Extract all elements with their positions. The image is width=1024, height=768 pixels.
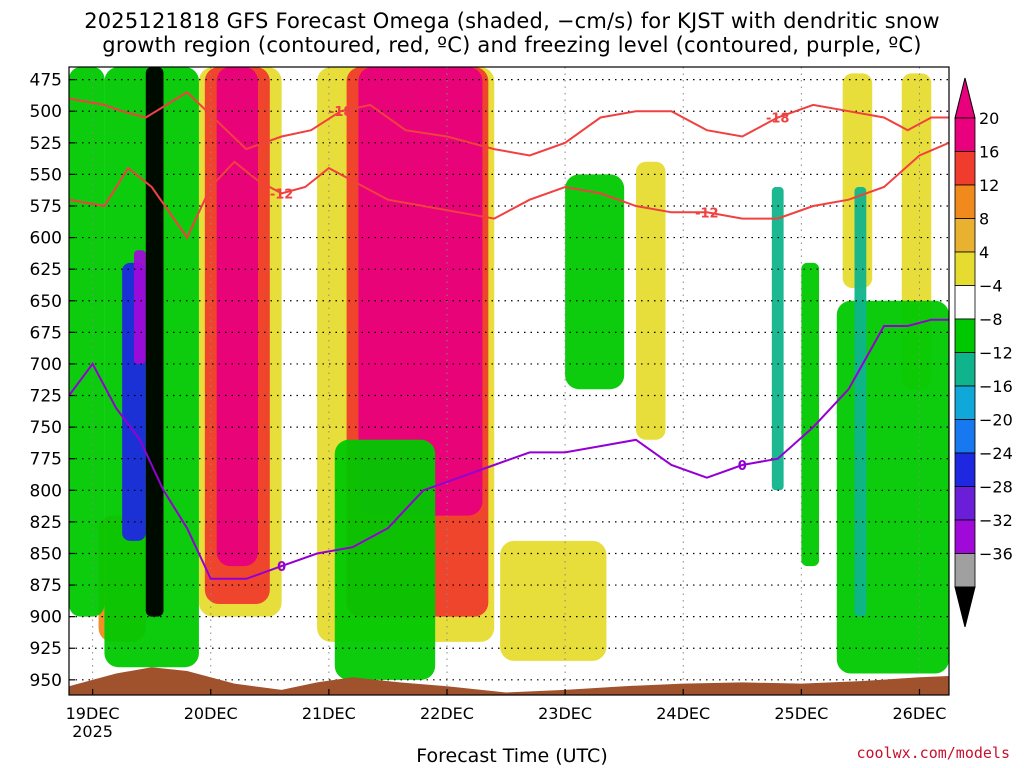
colorbar-label-10: −24: [979, 444, 1013, 463]
plot-frame: [68, 66, 950, 696]
omega-region-2: [216, 67, 258, 567]
y-tick-label-600: 600: [30, 229, 62, 249]
contour-line-1: [69, 141, 949, 240]
colorbar-swatch-11: [954, 486, 976, 521]
omega-region-21: [145, 67, 164, 617]
y-tick-label-575: 575: [30, 197, 62, 217]
omega-region-5: [358, 67, 483, 516]
y-tick-label-650: 650: [30, 292, 62, 312]
omega-region-16: [836, 300, 949, 674]
colorbar-label-11: −28: [979, 478, 1013, 497]
colorbar-swatch-8: [954, 385, 976, 420]
x-tick-label-21DEC: 21DEC: [302, 704, 356, 723]
colorbar-swatch-9: [954, 419, 976, 454]
x-tick-label-26DEC: 26DEC: [892, 704, 946, 723]
y-tick-label-550: 550: [30, 165, 62, 185]
x-tick-label-20DEC: 20DEC: [184, 704, 238, 723]
contour-label-0-1: -18: [766, 112, 790, 127]
colorbar-swatch-13: [954, 553, 976, 588]
x-tick-sublabel-19DEC: 2025: [72, 722, 113, 741]
y-tick-label-825: 825: [30, 513, 62, 533]
colorbar-label-7: −12: [979, 344, 1013, 363]
x-tick-label-22DEC: 22DEC: [420, 704, 474, 723]
y-tick-label-900: 900: [30, 608, 62, 628]
colorbar-label-2: 12: [979, 176, 999, 195]
colorbar-label-0: 20: [979, 109, 999, 128]
x-tick-label-25DEC: 25DEC: [774, 704, 828, 723]
colorbar-swatch-0: [954, 117, 976, 152]
colorbar-label-5: −4: [979, 277, 1003, 296]
omega-region-20: [133, 250, 146, 364]
colorbar-swatch-3: [954, 218, 976, 253]
omega-region-18: [854, 187, 867, 617]
x-tick-label-19DEC: 19DEC: [66, 704, 120, 723]
y-tick-label-475: 475: [30, 71, 62, 91]
contour-label-2-0: 0: [277, 560, 286, 575]
y-tick-label-725: 725: [30, 387, 62, 407]
colorbar-label-12: −32: [979, 511, 1013, 530]
colorbar-swatch-7: [954, 352, 976, 387]
y-tick-label-525: 525: [30, 134, 62, 154]
colorbar-label-6: −8: [979, 310, 1003, 329]
x-tick-label-24DEC: 24DEC: [656, 704, 710, 723]
colorbar-swatch-12: [954, 519, 976, 554]
y-tick-label-875: 875: [30, 576, 62, 596]
colorbar-swatch-1: [954, 151, 976, 186]
omega-region-13: [334, 439, 436, 680]
omega-region-8: [635, 161, 666, 440]
y-tick-label-750: 750: [30, 418, 62, 438]
contour-line-0: [69, 91, 949, 157]
colorbar-label-8: −16: [979, 377, 1013, 396]
colorbar-swatch-10: [954, 452, 976, 487]
colorbar-label-4: 4: [979, 243, 989, 262]
colorbar-bottom-arrow: [954, 586, 976, 628]
y-tick-label-850: 850: [30, 544, 62, 564]
colorbar-label-9: −20: [979, 411, 1013, 430]
contour-line-2: [69, 318, 949, 580]
contour-label-2-1: 0: [738, 459, 747, 474]
colorbar-swatch-4: [954, 251, 976, 286]
colorbar-swatch-5: [954, 285, 976, 320]
contour-label-1-1: -12: [695, 206, 719, 221]
y-tick-label-500: 500: [30, 102, 62, 122]
y-tick-label-700: 700: [30, 355, 62, 375]
contour-label-1-0: -12: [270, 187, 294, 202]
source-credit[interactable]: coolwx.com/models: [856, 744, 1010, 762]
terrain-ground: [69, 667, 949, 695]
omega-region-14: [565, 174, 625, 390]
contour-label-0-0: -18: [329, 105, 353, 120]
y-tick-label-675: 675: [30, 323, 62, 343]
omega-region-15: [801, 262, 820, 567]
omega-region-7: [500, 540, 607, 661]
colorbar-swatch-2: [954, 184, 976, 219]
y-tick-label-775: 775: [30, 450, 62, 470]
omega-region-17: [771, 187, 784, 491]
y-tick-label-625: 625: [30, 260, 62, 280]
y-tick-label-950: 950: [30, 671, 62, 691]
x-tick-label-23DEC: 23DEC: [538, 704, 592, 723]
colorbar-label-1: 16: [979, 143, 999, 162]
y-tick-label-800: 800: [30, 481, 62, 501]
x-axis-label: Forecast Time (UTC): [416, 745, 608, 767]
colorbar-swatch-6: [954, 318, 976, 353]
y-tick-label-925: 925: [30, 639, 62, 659]
colorbar-label-3: 8: [979, 210, 989, 229]
colorbar-label-13: −36: [979, 545, 1013, 564]
chart-title-line-2: growth region (contoured, red, ºC) and f…: [102, 33, 922, 57]
chart-title-line-1: 2025121818 GFS Forecast Omega (shaded, −…: [84, 9, 940, 33]
colorbar-top-arrow: [954, 77, 976, 119]
omega-region-11: [69, 67, 105, 617]
